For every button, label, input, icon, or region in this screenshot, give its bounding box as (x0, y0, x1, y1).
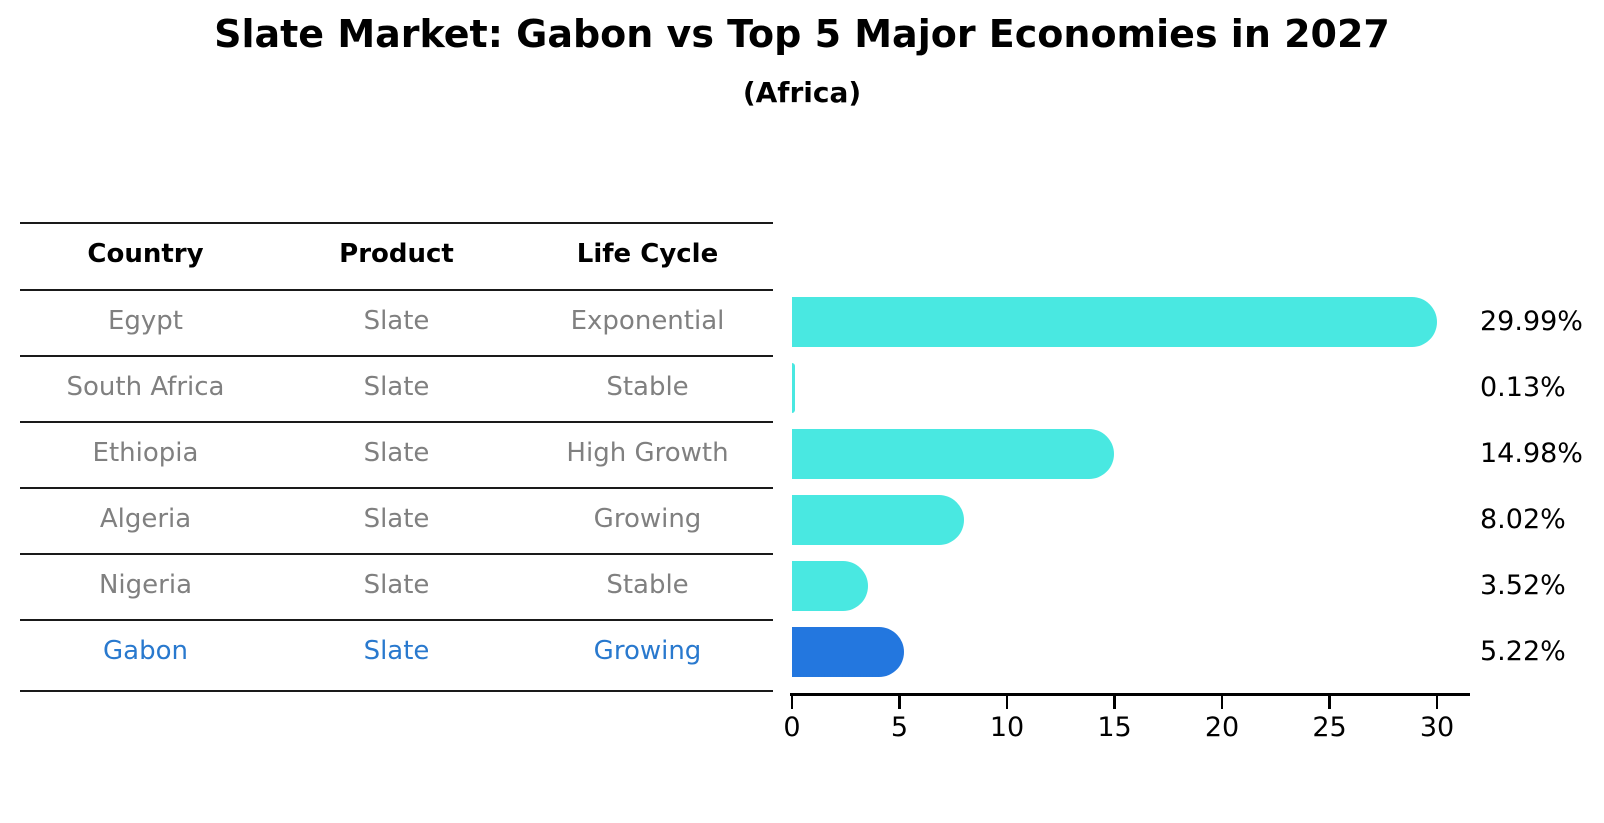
table-rule (20, 355, 773, 357)
x-axis-tick-label: 10 (989, 712, 1025, 743)
table-cell-country: Ethiopia (92, 438, 199, 468)
table-cell-product: Slate (363, 570, 430, 600)
value-label: 5.22% (1480, 636, 1566, 667)
bar-ethiopia (792, 429, 1115, 479)
chart-subtitle: (Africa) (742, 76, 862, 109)
table-cell-product: Slate (363, 372, 430, 402)
bar-nigeria (792, 561, 868, 611)
x-axis-tick (1328, 693, 1331, 709)
table-rule (20, 421, 773, 423)
table-header-product: Product (339, 239, 454, 269)
table-header-life-cycle: Life Cycle (576, 239, 719, 269)
bar-egypt (792, 297, 1437, 347)
value-label: 14.98% (1480, 438, 1583, 469)
x-axis-tick (1435, 693, 1439, 709)
value-label: 3.52% (1480, 570, 1566, 601)
table-cell-product: Slate (363, 438, 430, 468)
bar-gabon (792, 627, 905, 677)
x-axis-tick (1113, 693, 1116, 709)
table-rule (20, 487, 773, 489)
x-axis-tick (1220, 693, 1224, 709)
bar-south-africa (792, 363, 795, 413)
table-cell-product: Slate (363, 504, 430, 534)
value-label: 8.02% (1480, 504, 1566, 535)
x-axis-tick-label: 5 (890, 712, 909, 743)
table-cell-life-cycle: Exponential (570, 306, 725, 336)
table-cell-life-cycle: Stable (606, 372, 689, 402)
table-cell-life-cycle: High Growth (566, 438, 729, 468)
table-rule (20, 222, 773, 224)
table-cell-product: Slate (363, 306, 430, 336)
x-axis-tick (1005, 693, 1009, 709)
chart-title: Slate Market: Gabon vs Top 5 Major Econo… (214, 12, 1390, 56)
table-cell-country: Nigeria (98, 570, 193, 600)
value-label: 29.99% (1480, 306, 1583, 337)
table-rule (20, 690, 773, 692)
x-axis-tick (898, 693, 901, 709)
table-cell-country: South Africa (66, 372, 225, 402)
bar-algeria (792, 495, 965, 545)
table-cell-country: Algeria (99, 504, 192, 534)
table-cell-life-cycle: Stable (606, 570, 689, 600)
x-axis-tick-label: 30 (1419, 712, 1455, 743)
table-rule (20, 553, 773, 555)
table-rule (20, 619, 773, 621)
table-header-country: Country (87, 239, 204, 269)
table-cell-country: Egypt (107, 306, 184, 336)
table-cell-product: Slate (363, 636, 430, 666)
x-axis-line (790, 693, 1470, 696)
table-cell-life-cycle: Growing (593, 504, 702, 534)
x-axis-tick-label: 25 (1312, 712, 1347, 743)
table-cell-country: Gabon (103, 636, 188, 666)
table-cell-life-cycle: Growing (593, 636, 702, 666)
x-axis-tick-label: 15 (1097, 712, 1132, 743)
x-axis-tick-label: 0 (783, 712, 801, 743)
value-label: 0.13% (1480, 372, 1566, 403)
x-axis-tick-label: 20 (1204, 712, 1240, 743)
table-rule (20, 289, 773, 291)
x-axis-tick (790, 693, 794, 709)
